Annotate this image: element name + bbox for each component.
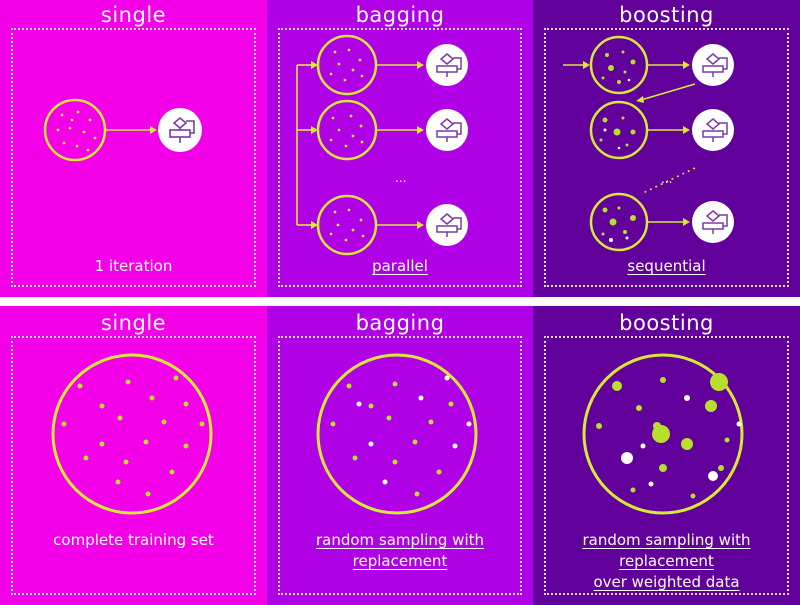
model-icons [426, 44, 468, 246]
bottom-row: single complete training set bagging [0, 306, 800, 605]
top-single-graphic [43, 98, 202, 162]
top-bagging-title: bagging [355, 3, 445, 27]
bottom-bagging-caption: random sampling with replacement [267, 530, 533, 572]
dataset-dots [56, 110, 97, 152]
bottom-single-panel: single complete training set [0, 306, 267, 605]
top-boosting-ellipsis: ... [661, 172, 672, 186]
top-boosting-frame [544, 28, 789, 287]
top-single-panel: single [0, 0, 267, 297]
bottom-bagging-caption-line2: replacement [352, 552, 448, 570]
training-set-circle [51, 353, 213, 515]
bottom-single-graphic [51, 353, 213, 515]
top-single-frame [11, 28, 256, 287]
bottom-boosting-frame [544, 336, 789, 595]
top-boosting-caption-text: sequential [627, 257, 706, 275]
bottom-boosting-graphic [582, 353, 744, 515]
training-set-dots [61, 375, 205, 497]
bottom-bagging-graphic [316, 353, 478, 515]
weighted-sample-circle [582, 353, 744, 515]
bottom-boosting-caption-line1: random sampling with [582, 531, 751, 549]
top-boosting-caption: sequential [533, 256, 800, 277]
dataset-circle [43, 98, 107, 162]
weighted-sample-circles [589, 35, 649, 252]
arrow-head [150, 126, 157, 134]
model-icons [692, 44, 734, 243]
top-bagging-ellipsis: ... [395, 171, 406, 185]
bottom-boosting-title: boosting [619, 311, 714, 335]
top-row: single [0, 0, 800, 297]
bottom-boosting-caption: random sampling with replacement over we… [533, 530, 800, 593]
bottom-bagging-title: bagging [355, 311, 445, 335]
unsampled-dots [356, 375, 472, 485]
bottom-single-caption: complete training set [53, 531, 214, 549]
weighted-dots [596, 373, 730, 499]
top-single-caption: 1 iteration [94, 257, 173, 275]
bottom-single-frame [11, 336, 256, 595]
bottom-boosting-panel: boosting random sampling with repl [533, 306, 800, 605]
top-bagging-frame [278, 28, 522, 287]
bootstrap-sample-circle [316, 353, 478, 515]
top-boosting-graphic: ... [563, 35, 734, 252]
bottom-bagging-panel: bagging random sampling with replacement [267, 306, 533, 605]
top-bagging-graphic: ... [296, 34, 468, 256]
top-boosting-title: boosting [619, 3, 714, 27]
top-bagging-caption-text: parallel [372, 257, 428, 275]
bottom-boosting-caption-line3: over weighted data [593, 573, 740, 591]
bottom-bagging-caption-line1: random sampling with [315, 531, 485, 549]
top-boosting-panel: boosting [533, 0, 800, 297]
bottom-single-title: single [100, 311, 167, 335]
bottom-boosting-caption-line2: replacement [619, 552, 714, 570]
white-weighted-dots [621, 395, 742, 487]
sampled-dots [330, 381, 454, 497]
bottom-bagging-frame [278, 336, 522, 595]
top-bagging-caption: parallel [267, 256, 533, 277]
top-bagging-panel: bagging [267, 0, 533, 297]
top-single-title: single [100, 3, 167, 27]
sample-circles [316, 34, 378, 256]
model-icon [158, 108, 202, 152]
